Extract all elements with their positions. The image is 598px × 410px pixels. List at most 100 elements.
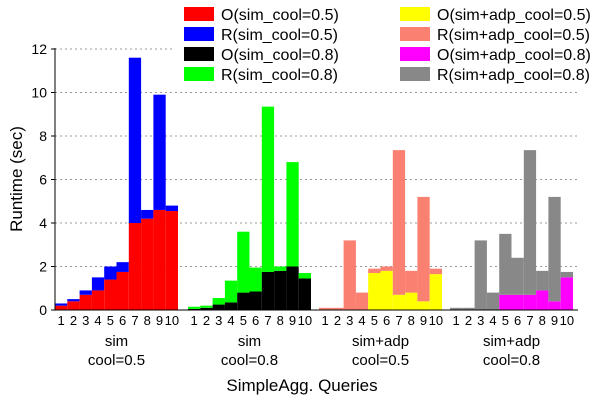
- legend-swatch: [184, 7, 214, 21]
- bar-r: [343, 240, 356, 310]
- group-labels: sim cool=0.5 sim cool=0.8 sim+adp cool=0.5 sim…: [88, 333, 540, 369]
- bar-r: [286, 162, 299, 267]
- x-tick-label: 2: [203, 313, 210, 328]
- x-tick-label: 9: [551, 313, 558, 328]
- bar-r: [499, 233, 512, 295]
- x-tick-label: 9: [289, 313, 296, 328]
- bar-r: [237, 231, 250, 293]
- group-label: sim+adp: [483, 333, 540, 350]
- legend-label: R(sim+adp_cool=0.5): [437, 27, 590, 44]
- x-tick-label: 6: [514, 313, 521, 328]
- bar-r: [474, 240, 487, 310]
- bar-o: [67, 301, 80, 310]
- legend-swatch: [400, 27, 430, 41]
- bar-o: [548, 301, 561, 310]
- x-tick-label: 10: [560, 313, 574, 328]
- bar-o: [212, 304, 225, 310]
- x-tick-label: 2: [334, 313, 341, 328]
- bar-o: [55, 305, 68, 310]
- bar-o: [153, 209, 166, 310]
- bar-o: [128, 223, 142, 310]
- x-tick-label: 10: [429, 313, 443, 328]
- x-tick-label: 7: [131, 313, 138, 328]
- bar-r: [67, 299, 80, 302]
- bar-o: [200, 307, 213, 310]
- bar-o: [405, 292, 418, 310]
- x-tick-label: 6: [119, 313, 126, 328]
- bar-o: [286, 266, 299, 310]
- bar-r: [274, 266, 287, 271]
- y-tick-label: 8: [39, 128, 47, 144]
- x-tick-label: 5: [107, 313, 114, 328]
- bar-r: [355, 292, 369, 310]
- bar-o: [560, 277, 573, 310]
- bar-r: [91, 277, 105, 291]
- legend-label: R(sim+adp_cool=0.8): [437, 67, 590, 84]
- x-tick-label: 3: [215, 313, 222, 328]
- bar-o: [368, 273, 381, 310]
- group-label: cool=0.8: [483, 352, 540, 369]
- x-tick-label: 2: [70, 313, 77, 328]
- bar-r: [417, 196, 430, 302]
- bar-o: [237, 292, 250, 310]
- y-tick-labels: 0 2 4 6 8 10 12: [31, 41, 47, 318]
- bar-r: [249, 267, 262, 292]
- y-axis-label: Runtime (sec): [7, 126, 26, 232]
- bar-r: [405, 270, 418, 293]
- bar-o: [79, 294, 92, 310]
- legend-swatch: [400, 67, 430, 81]
- y-tick-label: 0: [39, 302, 47, 318]
- y-tick-label: 4: [39, 215, 47, 231]
- bar-r: [536, 270, 549, 291]
- bar-r: [261, 106, 275, 272]
- bar-r: [429, 268, 442, 275]
- group-label: cool=0.8: [221, 352, 278, 369]
- x-tick-label: 8: [539, 313, 546, 328]
- x-tick-label: 8: [408, 313, 415, 328]
- x-tick-label: 8: [144, 313, 151, 328]
- bar-o: [298, 278, 311, 310]
- group-label: cool=0.5: [88, 352, 145, 369]
- legend-swatch: [184, 67, 214, 81]
- x-tick-label: 4: [227, 313, 234, 328]
- bar-r: [392, 150, 406, 295]
- bar-o: [380, 270, 393, 310]
- bar-r: [523, 150, 537, 295]
- bar-r: [486, 292, 500, 310]
- bar-r: [511, 257, 524, 295]
- x-tick-label: 5: [371, 313, 378, 328]
- x-tick-label: 5: [240, 313, 247, 328]
- y-tick-label: 12: [31, 41, 47, 57]
- bar-r: [212, 298, 225, 305]
- bar-o: [511, 294, 524, 310]
- group-label: sim: [105, 333, 128, 350]
- legend-swatch: [184, 47, 214, 61]
- x-tick-label: 2: [465, 313, 472, 328]
- x-tick-label: 10: [165, 313, 179, 328]
- bar-r: [128, 57, 142, 224]
- x-tick-label: 4: [94, 313, 101, 328]
- axes: [51, 48, 578, 311]
- x-tick-label: 3: [346, 313, 353, 328]
- bar-o: [104, 279, 117, 310]
- bar-r: [380, 266, 393, 271]
- bar-r: [548, 196, 561, 302]
- bar-o: [91, 290, 105, 310]
- x-tick-label: 4: [489, 313, 496, 328]
- bars: [55, 57, 573, 310]
- bar-r: [368, 268, 381, 274]
- legend-label: R(sim_cool=0.8): [221, 67, 338, 84]
- bar-o: [224, 302, 238, 310]
- x-tick-label: 10: [298, 313, 312, 328]
- x-tick-labels: 1 2 3 4 5 6 7 8 9 10 1 2 3 4 5 6 7 8 9 10 1 2 3 4 5 6 7 8 9 10 1 2 3 4 5 6 7…: [58, 313, 575, 328]
- x-tick-label: 1: [191, 313, 198, 328]
- x-tick-label: 4: [358, 313, 365, 328]
- x-tick-label: 1: [322, 313, 329, 328]
- x-tick-label: 3: [477, 313, 484, 328]
- x-tick-label: 9: [156, 313, 163, 328]
- bar-o: [116, 271, 129, 310]
- bar-o: [141, 218, 154, 310]
- x-tick-label: 8: [277, 313, 284, 328]
- legend-swatch: [184, 27, 214, 41]
